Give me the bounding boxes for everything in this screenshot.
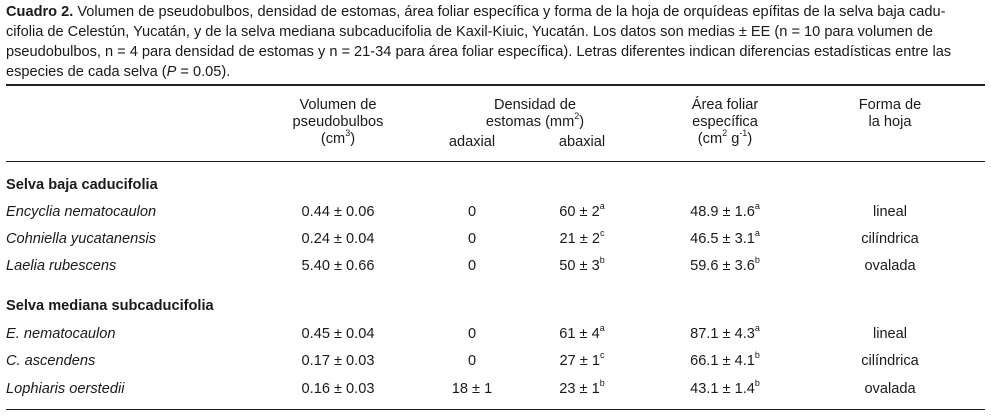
- area-value: 43.1 ± 1.4b: [690, 378, 760, 397]
- header-vol-line2: pseudobulbos: [292, 114, 384, 130]
- header-vol-line1: Volumen de: [299, 97, 377, 113]
- caption-text-1: Volumen de pseudobulbos, densidad de est…: [77, 4, 946, 20]
- header-forma-line2: la hoja: [868, 114, 912, 130]
- forma-value: cilíndrica: [861, 231, 919, 247]
- abaxial-value: 61 ± 4a: [559, 323, 605, 342]
- abaxial-value: 21 ± 2c: [559, 228, 605, 247]
- species-name: Lophiaris oerstedii: [6, 381, 125, 397]
- species-name: E. nematocaulon: [6, 326, 116, 342]
- section-title: Selva baja caducifolia: [6, 177, 158, 193]
- caption-line-1: Cuadro 2. Volumen de pseudobulbos, densi…: [6, 2, 986, 22]
- header-area-line3: (cm2 g-1): [697, 128, 753, 147]
- species-name: Encyclia nematocaulon: [6, 204, 157, 220]
- adaxial-value: 0: [467, 231, 477, 247]
- header-densidad: Densidad de estomas (mm2): [440, 97, 630, 131]
- forma-value: ovalada: [864, 381, 916, 397]
- forma-value: cilíndrica: [861, 353, 919, 369]
- header-adaxial: adaxial: [448, 134, 496, 150]
- abaxial-value: 23 ± 1b: [559, 378, 605, 397]
- table-caption: Cuadro 2. Volumen de pseudobulbos, densi…: [6, 2, 986, 82]
- section-title: Selva mediana subcaducifolia: [6, 298, 214, 314]
- forma-value: lineal: [872, 204, 908, 220]
- caption-line-4: especies de cada selva (P = 0.05).: [6, 62, 986, 82]
- caption-line-2: cifolia de Celestún, Yucatán, y de la se…: [6, 24, 934, 40]
- header-forma-line1: Forma de: [858, 97, 922, 113]
- header-area-line1: Área foliar: [691, 97, 759, 113]
- caption-text-4b: = 0.05).: [176, 64, 231, 80]
- area-value: 59.6 ± 3.6b: [690, 255, 760, 274]
- vol-value: 0.16 ± 0.03: [301, 381, 375, 397]
- adaxial-value: 0: [467, 326, 477, 342]
- header-area: Área foliar específica (cm2 g-1): [650, 97, 800, 148]
- abaxial-value: 27 ± 1c: [559, 350, 605, 369]
- vol-value: 0.24 ± 0.04: [301, 231, 375, 247]
- header-area-line2: específica: [692, 114, 758, 130]
- vol-value: 0.45 ± 0.04: [301, 326, 375, 342]
- area-value: 66.1 ± 4.1b: [690, 350, 760, 369]
- header-volumen: Volumen de pseudobulbos (cm3): [268, 97, 408, 148]
- adaxial-value: 18 ± 1: [451, 381, 493, 397]
- header-abaxial: abaxial: [558, 134, 606, 150]
- area-value: 48.9 ± 1.6a: [690, 201, 760, 220]
- species-name: C. ascendens: [6, 353, 96, 369]
- table-bottom-rule: [6, 409, 985, 410]
- caption-line-3: pseudobulbos, n = 4 para densidad de est…: [6, 44, 952, 60]
- caption-label: Cuadro 2.: [6, 4, 74, 20]
- vol-value: 0.44 ± 0.06: [301, 204, 375, 220]
- caption-p: P: [166, 64, 177, 80]
- forma-value: ovalada: [864, 258, 916, 274]
- adaxial-value: 0: [467, 204, 477, 220]
- table-top-rule: [6, 84, 985, 86]
- header-dens-line2: estomas (mm2): [485, 111, 585, 130]
- caption-text-4a: especies de cada selva (: [6, 64, 167, 80]
- vol-value: 0.17 ± 0.03: [301, 353, 375, 369]
- species-name: Laelia rubescens: [6, 258, 117, 274]
- header-bottom-rule: [6, 161, 985, 162]
- area-value: 46.5 ± 3.1a: [690, 228, 760, 247]
- abaxial-value: 50 ± 3b: [559, 255, 605, 274]
- adaxial-value: 0: [467, 353, 477, 369]
- species-name: Cohniella yucatanensis: [6, 231, 157, 247]
- forma-value: lineal: [872, 326, 908, 342]
- abaxial-value: 60 ± 2a: [559, 201, 605, 220]
- area-value: 87.1 ± 4.3a: [690, 323, 760, 342]
- adaxial-value: 0: [467, 258, 477, 274]
- header-dens-line1: Densidad de: [494, 97, 576, 113]
- header-forma: Forma de la hoja: [830, 97, 950, 131]
- header-vol-line3: (cm3): [320, 128, 356, 147]
- vol-value: 5.40 ± 0.66: [301, 258, 375, 274]
